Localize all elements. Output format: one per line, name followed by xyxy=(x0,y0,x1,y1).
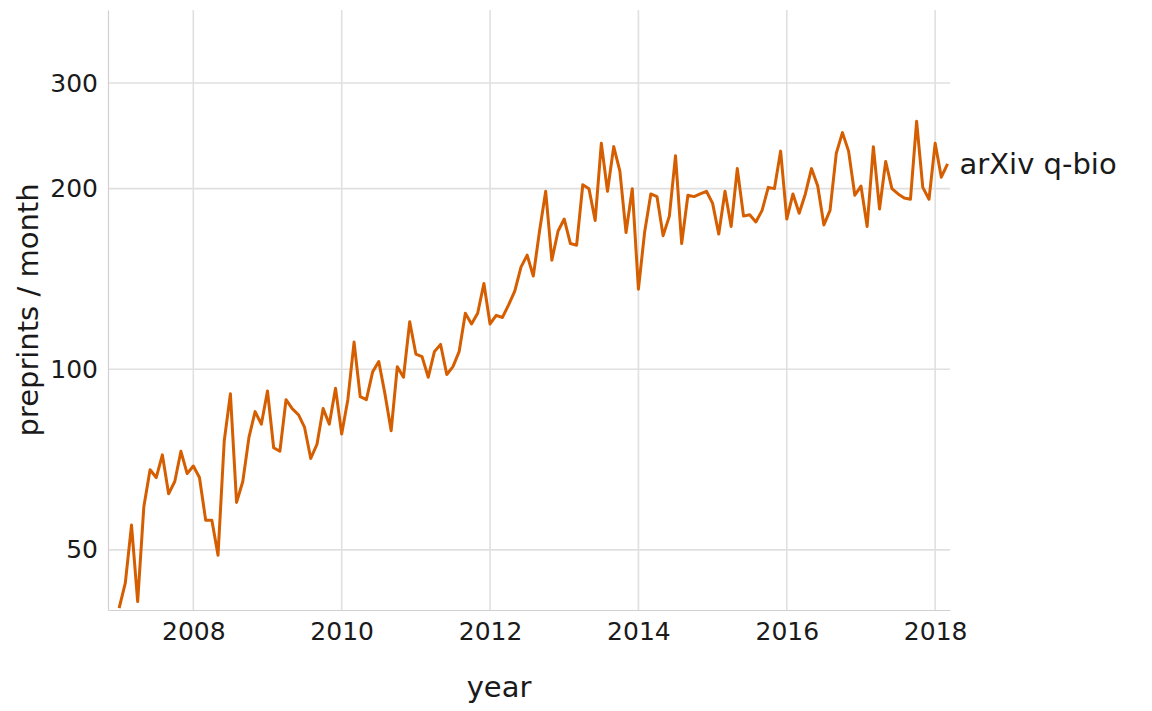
x-tick-label: 2016 xyxy=(755,617,819,646)
grid-line-x xyxy=(193,10,195,610)
lines xyxy=(119,121,947,608)
grid-line-y xyxy=(108,549,950,551)
y-axis-title: preprints / month xyxy=(11,183,45,436)
series-label: arXiv q-bio xyxy=(960,147,1117,181)
series-labels: arXiv q-bio xyxy=(960,147,1117,181)
x-tick: 2010 xyxy=(310,610,374,646)
x-axis-title: year xyxy=(467,670,532,704)
y-tick: 300 xyxy=(50,69,108,98)
x-tick-label: 2008 xyxy=(162,617,226,646)
chart: 2008 2010 2012 2014 2016 2018 50 100 200 300 arXiv… xyxy=(0,0,1152,711)
y-tick-label: 100 xyxy=(50,355,98,384)
x-axis: 2008 2010 2012 2014 2016 2018 xyxy=(109,610,968,646)
x-tick: 2014 xyxy=(607,610,671,646)
y-tick-label: 300 xyxy=(50,69,98,98)
y-axis: 50 100 200 300 xyxy=(50,11,108,611)
x-tick-label: 2012 xyxy=(459,617,523,646)
x-tick-label: 2010 xyxy=(310,617,374,646)
x-tick-label: 2018 xyxy=(904,617,968,646)
x-tick: 2016 xyxy=(755,610,819,646)
plot-area: 2008 2010 2012 2014 2016 2018 50 100 200 300 arXiv… xyxy=(50,10,1116,646)
y-tick-label: 200 xyxy=(50,174,98,203)
grid xyxy=(108,10,950,610)
y-axis-line xyxy=(108,11,109,611)
y-tick-label: 50 xyxy=(66,535,98,564)
grid-line-x xyxy=(786,10,788,610)
grid-line-x xyxy=(489,10,491,610)
grid-line-y xyxy=(108,368,950,370)
grid-line-x xyxy=(638,10,640,610)
x-tick: 2012 xyxy=(459,610,523,646)
x-tick: 2008 xyxy=(162,610,226,646)
grid-line-y xyxy=(108,188,950,190)
grid-line-x xyxy=(341,10,343,610)
y-tick: 200 xyxy=(50,174,108,203)
grid-line-y xyxy=(108,82,950,84)
x-tick: 2018 xyxy=(904,610,968,646)
series-line xyxy=(119,121,947,608)
x-axis-line xyxy=(109,610,951,611)
x-tick-label: 2014 xyxy=(607,617,671,646)
grid-line-x xyxy=(934,10,936,610)
y-tick: 50 xyxy=(66,535,108,564)
y-tick: 100 xyxy=(50,355,108,384)
